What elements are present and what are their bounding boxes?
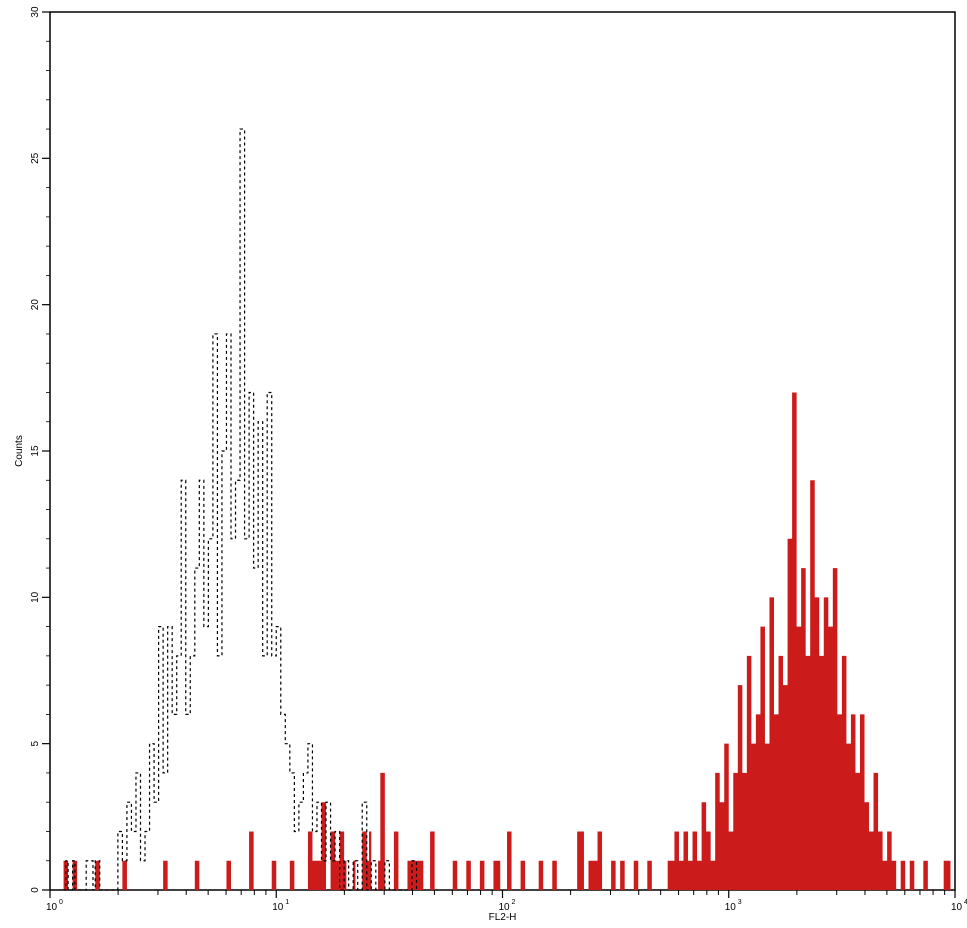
y-tick-label: 25 xyxy=(30,152,41,164)
chart-svg: 100101102103104FL2-H051015202530Counts xyxy=(0,0,967,928)
y-tick-label: 5 xyxy=(30,740,41,746)
flow-cytometry-histogram: 100101102103104FL2-H051015202530Counts xyxy=(0,0,967,928)
x-tick-label: 10 xyxy=(951,902,963,913)
x-axis-label: FL2-H xyxy=(489,912,517,923)
y-tick-label: 30 xyxy=(30,6,41,18)
x-tick-label: 10 xyxy=(725,902,737,913)
x-tick-label: 10 xyxy=(272,902,284,913)
x-tick-label: 10 xyxy=(46,902,58,913)
x-tick-exp: 3 xyxy=(738,899,742,906)
y-tick-label: 20 xyxy=(30,299,41,311)
y-tick-label: 10 xyxy=(30,591,41,603)
x-tick-exp: 2 xyxy=(512,899,516,906)
y-tick-label: 0 xyxy=(30,887,41,893)
y-axis-label: Counts xyxy=(14,435,25,467)
x-tick-exp: 0 xyxy=(59,899,63,906)
x-tick-exp: 1 xyxy=(285,899,289,906)
y-tick-label: 15 xyxy=(30,445,41,457)
